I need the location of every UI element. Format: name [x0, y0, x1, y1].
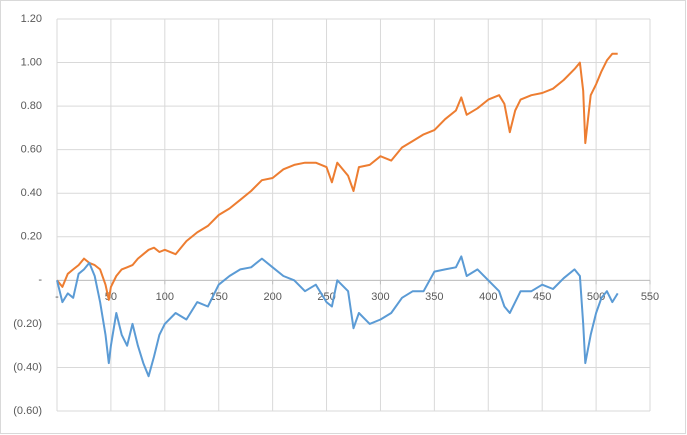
x-tick-label: 350: [425, 291, 443, 303]
x-tick-label: -: [55, 291, 59, 303]
y-tick-label: (0.60): [13, 405, 42, 417]
y-tick-label: (0.20): [13, 318, 42, 330]
y-tick-label: (0.40): [13, 361, 42, 373]
y-tick-label: 1.20: [21, 13, 42, 25]
y-tick-label: 0.80: [21, 100, 42, 112]
y-tick-label: 0.60: [21, 144, 42, 156]
y-tick-label: 0.20: [21, 231, 42, 243]
x-tick-label: 200: [263, 291, 281, 303]
x-tick-label: 550: [641, 291, 659, 303]
y-tick-label: 1.00: [21, 56, 42, 68]
y-tick-label: 0.40: [21, 187, 42, 199]
x-tick-label: 100: [156, 291, 174, 303]
y-tick-label: -: [38, 274, 42, 286]
series-line: [56, 255, 619, 378]
x-tick-label: 400: [479, 291, 497, 303]
series-line: [56, 52, 618, 301]
x-tick-label: 450: [533, 291, 551, 303]
x-tick-label: 300: [371, 291, 389, 303]
